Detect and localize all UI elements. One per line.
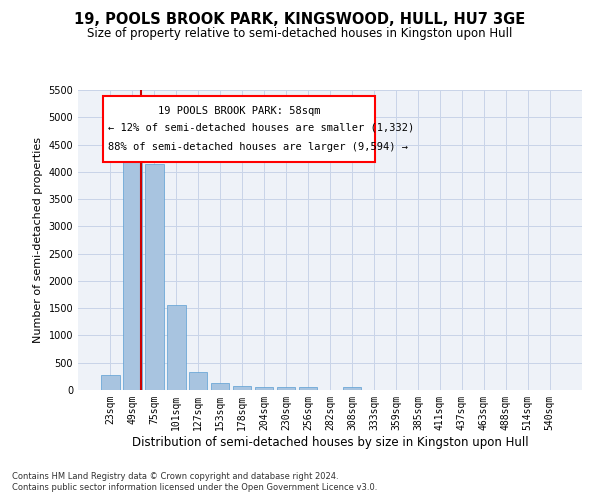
Text: Contains HM Land Registry data © Crown copyright and database right 2024.: Contains HM Land Registry data © Crown c…	[12, 472, 338, 481]
Bar	[167, 305, 185, 390]
Text: Contains public sector information licensed under the Open Government Licence v3: Contains public sector information licen…	[12, 484, 377, 492]
Bar	[189, 372, 208, 390]
Bar	[123, 148, 142, 390]
Y-axis label: Number of semi-detached properties: Number of semi-detached properties	[33, 137, 43, 343]
Text: Size of property relative to semi-detached houses in Kingston upon Hull: Size of property relative to semi-detach…	[88, 28, 512, 40]
Text: 19 POOLS BROOK PARK: 58sqm: 19 POOLS BROOK PARK: 58sqm	[158, 106, 320, 117]
Text: Distribution of semi-detached houses by size in Kingston upon Hull: Distribution of semi-detached houses by …	[131, 436, 529, 449]
Bar	[277, 387, 295, 390]
Bar	[343, 386, 361, 390]
Text: ← 12% of semi-detached houses are smaller (1,332): ← 12% of semi-detached houses are smalle…	[108, 123, 415, 133]
Bar	[101, 375, 119, 390]
Text: 88% of semi-detached houses are larger (9,594) →: 88% of semi-detached houses are larger (…	[108, 142, 408, 152]
Bar	[233, 386, 251, 390]
Bar	[211, 384, 229, 390]
Bar	[255, 386, 274, 390]
Bar	[299, 387, 317, 390]
FancyBboxPatch shape	[103, 96, 376, 162]
Text: 19, POOLS BROOK PARK, KINGSWOOD, HULL, HU7 3GE: 19, POOLS BROOK PARK, KINGSWOOD, HULL, H…	[74, 12, 526, 28]
Bar	[145, 164, 164, 390]
